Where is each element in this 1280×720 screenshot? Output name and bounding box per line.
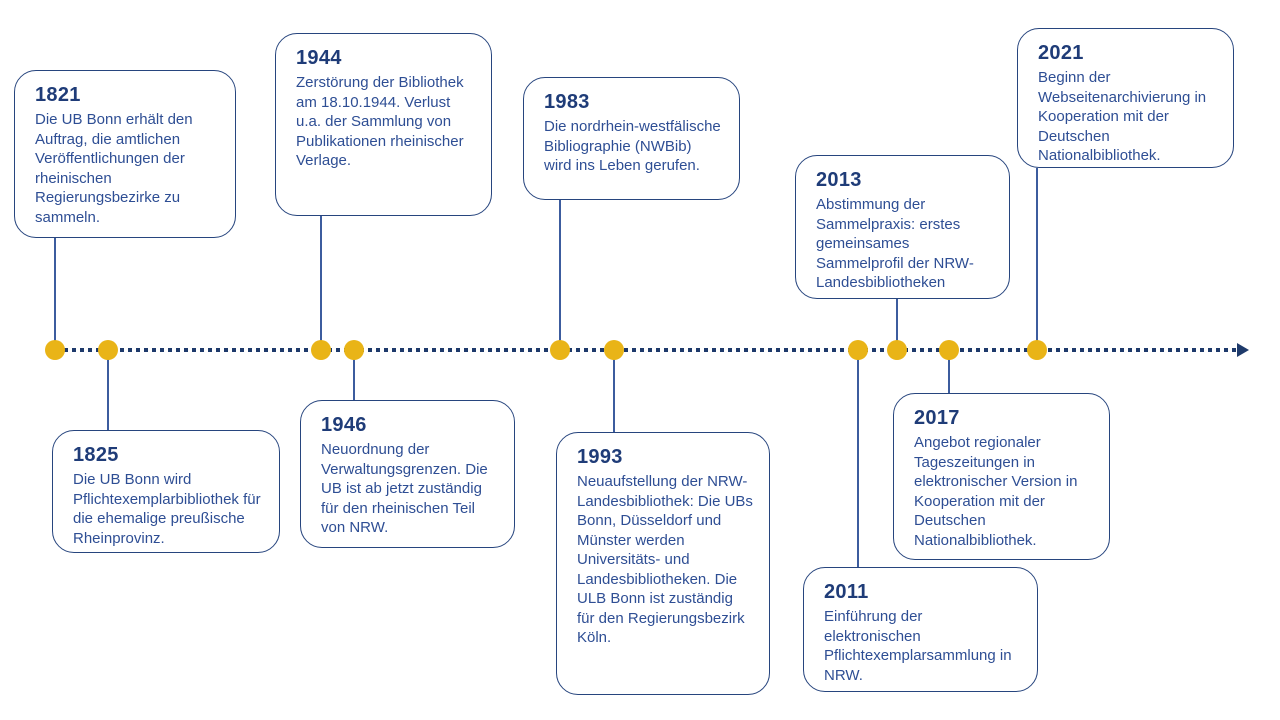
event-description: Neuordnung der Verwaltungsgrenzen. Die U… [321,441,488,536]
event-description: Einführung der elektronischen Pflichtexe… [824,608,1012,684]
event-year: 1825 [73,444,119,466]
connector-1983 [559,200,561,342]
event-description: Neuaufstellung der NRW-Landesbibliothek:… [577,473,753,646]
event-year: 2017 [914,407,960,429]
connector-1825 [107,358,109,430]
event-year: 2011 [824,581,869,603]
event-description: Die UB Bonn wird Pflichtexemplarbiblioth… [73,471,261,547]
connector-2021 [1036,168,1038,342]
event-description: Zerstörung der Bibliothek am 18.10.1944.… [296,74,464,169]
event-description: Die UB Bonn erhält den Auftrag, die amtl… [35,111,193,226]
timeline-dot-2017 [939,340,959,360]
event-description: Die nordrhein-westfälische Bibliographie… [544,118,721,174]
event-year: 1944 [296,47,342,69]
event-card-1825: 1825 Die UB Bonn wird Pflichtexemplarbib… [52,430,280,553]
timeline-dot-1821 [45,340,65,360]
event-description: Abstimmung der Sammelpraxis: erstes geme… [816,196,974,291]
timeline-dot-2011 [848,340,868,360]
connector-1944 [320,216,322,342]
arrow-right-icon [1237,343,1249,357]
connector-2013 [896,299,898,342]
event-card-2013: 2013 Abstimmung der Sammelpraxis: erstes… [795,155,1010,299]
timeline-dot-1983 [550,340,570,360]
event-year: 2021 [1038,42,1084,64]
timeline-dot-1944 [311,340,331,360]
event-year: 1946 [321,414,367,436]
event-card-2021: 2021 Beginn der Webseitenarchivierung in… [1017,28,1234,168]
event-card-2017: 2017 Angebot regionaler Tageszeitungen i… [893,393,1110,560]
connector-2017 [948,358,950,393]
event-card-1944: 1944 Zerstörung der Bibliothek am 18.10.… [275,33,492,216]
event-card-1993: 1993 Neuaufstellung der NRW-Landesbiblio… [556,432,770,695]
timeline-dot-1993 [604,340,624,360]
event-year: 1821 [35,84,81,106]
timeline-dot-2021 [1027,340,1047,360]
event-year: 1993 [577,446,623,468]
event-year: 2013 [816,169,862,191]
timeline-axis [48,348,1238,352]
event-card-1821: 1821 Die UB Bonn erhält den Auftrag, die… [14,70,236,238]
timeline-dot-2013 [887,340,907,360]
event-description: Beginn der Webseitenarchivierung in Koop… [1038,69,1207,164]
connector-1946 [353,358,355,400]
connector-2011 [857,358,859,567]
event-year: 1983 [544,91,590,113]
timeline-dot-1946 [344,340,364,360]
connector-1821 [54,238,56,342]
event-card-1983: 1983 Die nordrhein-westfälische Bibliogr… [523,77,740,200]
event-card-2011: 2011 Einführung der elektronischen Pflic… [803,567,1038,692]
connector-1993 [613,358,615,432]
event-card-1946: 1946 Neuordnung der Verwaltungsgrenzen. … [300,400,515,548]
timeline-dot-1825 [98,340,118,360]
event-description: Angebot regionaler Tageszeitungen in ele… [914,434,1078,549]
